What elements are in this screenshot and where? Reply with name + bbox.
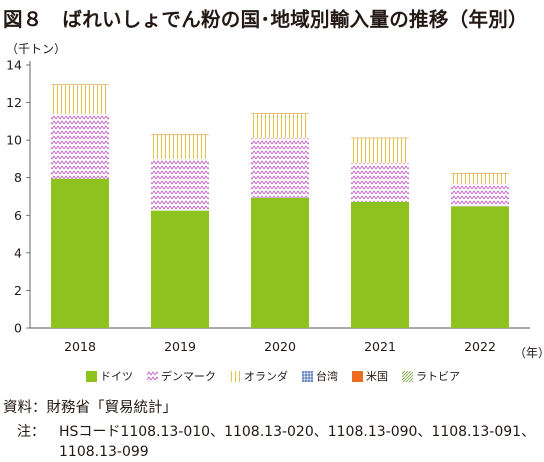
bar-segment-2020-1: [251, 198, 309, 328]
stacked-bar-chart: 0 2 4 6 8 10 12 14 2018 2019 2020 2021 2022: [0, 0, 544, 365]
y-tick-label: 4: [14, 245, 22, 260]
legend-swatch: [230, 371, 241, 382]
bar-segment-2019-1: [151, 211, 209, 328]
legend-label: オランダ: [244, 368, 288, 384]
legend-label: 米国: [366, 368, 388, 384]
y-tick-label: 12: [6, 95, 22, 110]
bar-segment-2022-1: [451, 206, 509, 328]
bar-segment-2021-1: [351, 202, 409, 328]
bar-segment-2022-2: [451, 184, 509, 207]
legend-item: デンマーク: [147, 368, 216, 384]
x-tick-label-2022: 2022: [464, 339, 496, 354]
chart-legend: ドイツ デンマーク オランダ 台湾 米国 ラトビア: [86, 368, 474, 384]
bar-segment-2022-3: [451, 173, 509, 183]
note-label: 注：: [17, 422, 59, 442]
y-tick-label: 2: [14, 283, 22, 298]
y-tick-label: 6: [14, 208, 22, 223]
legend-item: 台湾: [302, 368, 338, 384]
bar-segment-2021-3: [351, 138, 409, 163]
legend-label: ラトビア: [416, 368, 460, 384]
x-tick-label-2018: 2018: [64, 339, 96, 354]
legend-swatch: [147, 371, 158, 382]
bar-segment-2018-3: [51, 85, 109, 114]
legend-swatch: [302, 371, 313, 382]
legend-label: 台湾: [316, 368, 338, 384]
note-text-line-2: 1108.13-099: [17, 442, 535, 462]
legend-swatch: [402, 371, 413, 382]
x-axis-unit-label: （年）: [514, 344, 544, 361]
legend-item: ラトビア: [402, 368, 460, 384]
bar-segment-2018-2: [51, 114, 109, 179]
legend-item: ドイツ: [86, 368, 133, 384]
legend-item: 米国: [352, 368, 388, 384]
legend-label: ドイツ: [100, 368, 133, 384]
y-tick-label: 10: [6, 133, 22, 148]
bar-segment-2018-1: [51, 179, 109, 328]
y-tick-label: 8: [14, 170, 22, 185]
data-source: 資料：財務省「貿易統計」: [3, 396, 177, 417]
bar-segment-2019-3: [151, 135, 209, 159]
bar-segment-2020-2: [251, 138, 309, 198]
legend-swatch: [352, 371, 363, 382]
legend-item: オランダ: [230, 368, 288, 384]
x-tick-label-2020: 2020: [264, 339, 296, 354]
legend-swatch: [86, 371, 97, 382]
y-tick-label: 14: [6, 58, 22, 73]
chart-note: 注：HSコード1108.13-010、1108.13-020、1108.13-0…: [17, 422, 535, 462]
legend-label: デンマーク: [161, 368, 216, 384]
x-tick-label-2021: 2021: [364, 339, 396, 354]
note-text-line-1: HSコード1108.13-010、1108.13-020、1108.13-090…: [59, 424, 535, 440]
y-tick-label: 0: [14, 321, 22, 336]
bar-segment-2019-2: [151, 159, 209, 211]
x-tick-label-2019: 2019: [164, 339, 196, 354]
bar-segment-2021-2: [351, 163, 409, 202]
bar-segment-2020-3: [251, 113, 309, 138]
